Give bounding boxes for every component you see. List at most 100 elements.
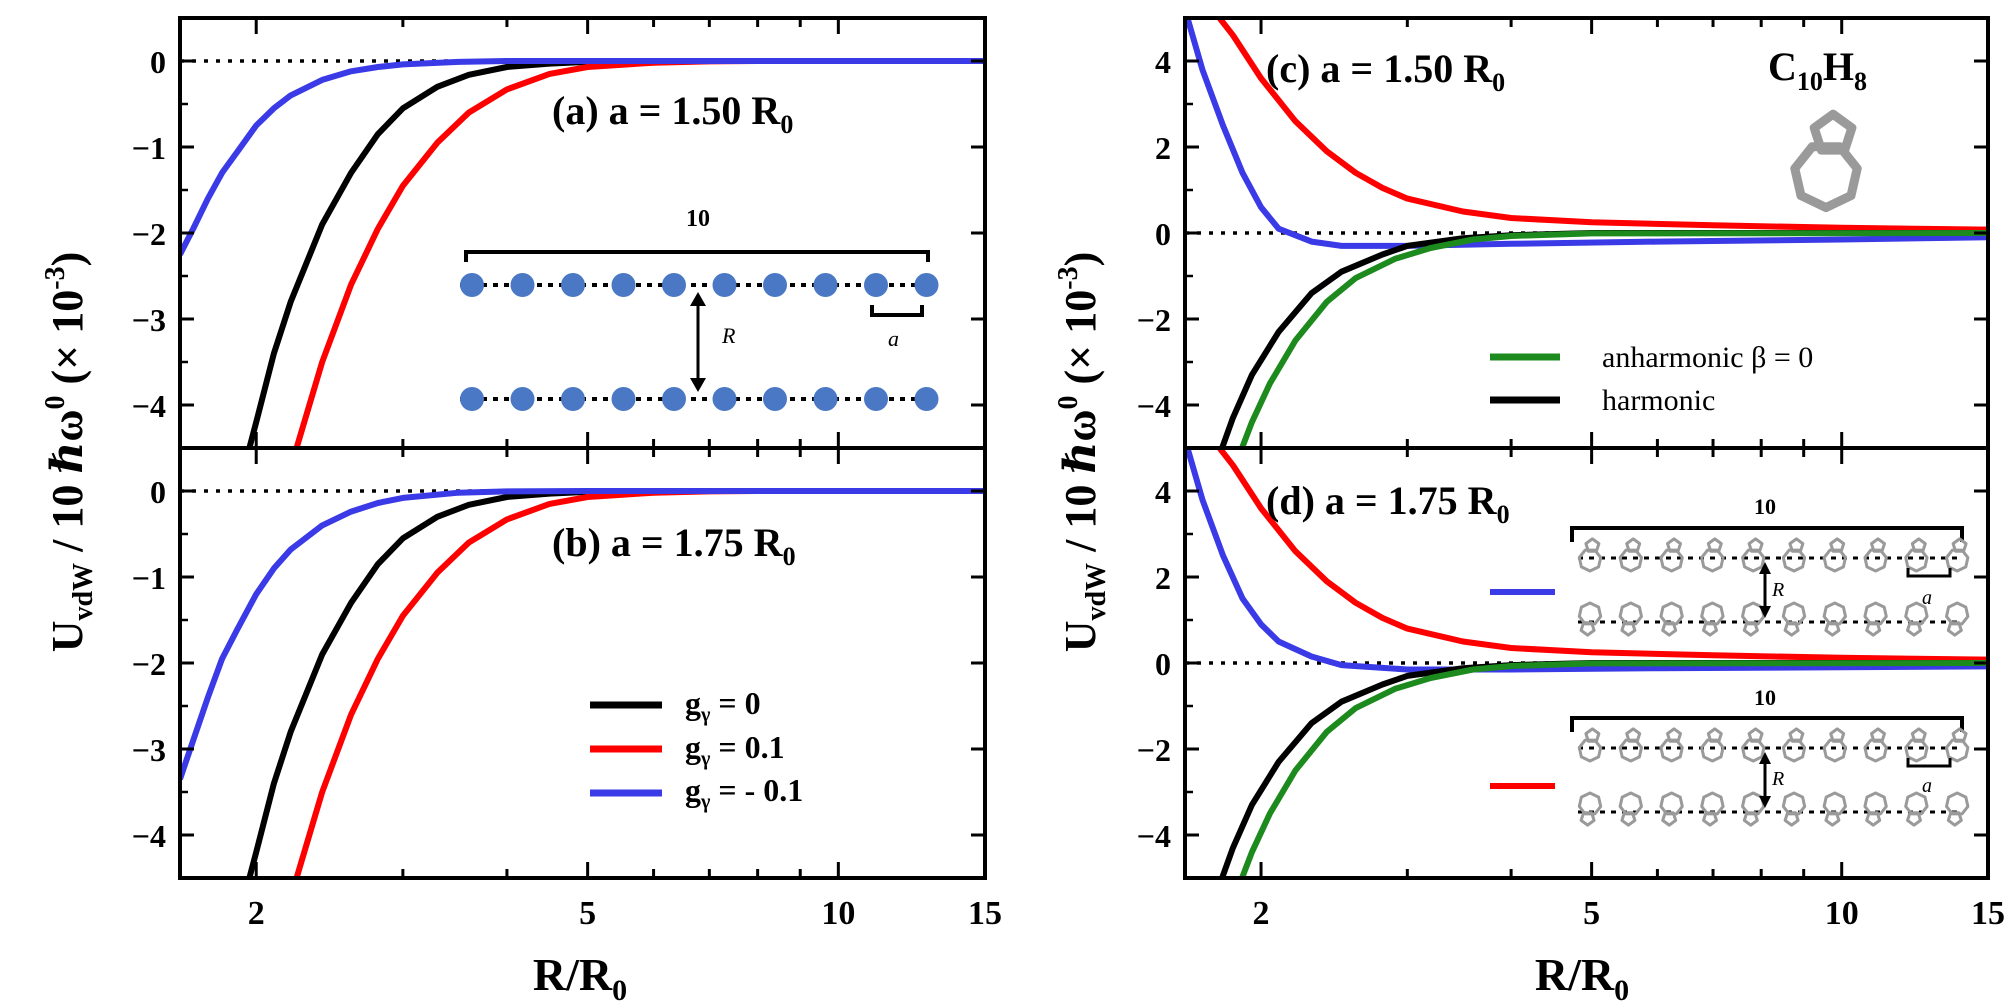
- d-bottom-molecule: [1863, 727, 1888, 763]
- d-bottom-a-label: a: [1922, 775, 1932, 797]
- inset-count-brace: [464, 250, 930, 262]
- d-bottom-count-label: 10: [1754, 685, 1776, 710]
- d-top-molecule-ring7: [1618, 601, 1644, 626]
- panel-d-series-2-line: [1218, 660, 1988, 878]
- d-top-a-label: a: [1922, 587, 1932, 609]
- d-top-molecule: [1863, 537, 1888, 573]
- d-top-r-arrowhead-down: [1759, 606, 1771, 618]
- d-bottom-molecule-ring7: [1945, 738, 1970, 763]
- plots-layer: 0 −1 −2 −3 −4 0 −1 −2 −3 −4 2 5 10 15 4 2 0 −2 −4 4 2 0 −2 −4 2 5…: [132, 16, 2005, 932]
- d-bottom-molecule: [1822, 791, 1848, 827]
- legend-b-item-1-label: gγ = 0.1: [685, 729, 785, 770]
- d-bottom-molecule: [1904, 791, 1929, 827]
- d-top-r-arrowhead-up: [1759, 562, 1771, 574]
- d-top-molecule: [1822, 537, 1847, 573]
- d-bottom-molecule-ring7: [1822, 738, 1847, 763]
- inset-a-brace: [870, 305, 924, 317]
- d-bottom-molecule-ring7: [1618, 791, 1644, 816]
- panel-b-ytick-label-4: −4: [132, 818, 166, 854]
- d-bottom-molecule-ring5: [1742, 811, 1759, 827]
- d-top-molecule-ring5: [1824, 621, 1841, 637]
- d-bottom-molecule-ring7: [1659, 791, 1684, 816]
- d-top-molecule-ring7: [1741, 548, 1766, 573]
- panel-d-ytick-label-4: −4: [1137, 818, 1171, 854]
- d-top-a-brace: [1906, 568, 1952, 578]
- panel-b-xtick-label-2: 10: [821, 895, 855, 932]
- d-top-molecule-ring5: [1783, 621, 1800, 637]
- panel-d: 4 2 0 −2 −4 2 5 10 15: [1137, 446, 2005, 932]
- inset-atom-dot: [813, 273, 838, 297]
- molecule-formula: C10H8: [1768, 44, 1867, 96]
- d-top-molecule-ring7: [1577, 601, 1603, 626]
- d-top-molecule: [1659, 537, 1684, 573]
- d-bottom-molecule: [1659, 791, 1684, 827]
- panel-d-series-0-line: [1215, 448, 1988, 663]
- panel-c-ytick-label-1: 2: [1155, 130, 1171, 166]
- azulene-big: [1790, 109, 1862, 213]
- d-bottom-molecule: [1904, 727, 1929, 763]
- d-top-molecule-ring5: [1620, 621, 1637, 637]
- inset-atom-dot: [460, 387, 484, 411]
- d-top-molecule-ring7: [1822, 601, 1848, 626]
- d-top-molecule: [1700, 601, 1725, 637]
- d-bottom-molecule-ring7: [1904, 738, 1929, 763]
- panel-b: 0 −1 −2 −3 −4 2 5 10 15: [132, 446, 1002, 932]
- d-bottom-molecule-ring5: [1865, 811, 1882, 827]
- d-top-molecule-ring5: [1661, 621, 1678, 637]
- d-top-molecule-ring7: [1781, 601, 1807, 626]
- inset-atom-dot: [864, 387, 888, 411]
- panel-a-ytick-label-4: −4: [132, 388, 166, 424]
- panel-c-ytick-label-3: −2: [1137, 302, 1171, 338]
- panel-b-xtick-label-3: 15: [968, 895, 1002, 932]
- d-top-molecule-ring5: [1706, 537, 1723, 553]
- d-top-molecule: [1904, 601, 1929, 637]
- d-top-molecule: [1904, 537, 1929, 573]
- panel-c-ytick-label-2: 0: [1155, 216, 1171, 252]
- d-bottom-molecule-ring7: [1700, 791, 1725, 816]
- d-bottom-molecule-ring5: [1625, 727, 1642, 743]
- panel-c-series-0-line: [1215, 18, 1988, 233]
- d-top-molecule-ring5: [1951, 537, 1968, 553]
- panel-d-xtick-label-1: 5: [1583, 895, 1600, 932]
- inset-atom-dot: [662, 273, 686, 297]
- d-top-molecule-ring7: [1944, 601, 1970, 626]
- d-bottom-molecule-ring7: [1659, 738, 1684, 763]
- panel-c-ytick-label-4: −4: [1137, 388, 1171, 424]
- d-top-molecule-ring5: [1788, 537, 1805, 553]
- d-top-molecule: [1577, 601, 1603, 637]
- d-bottom-molecule-ring5: [1824, 811, 1841, 827]
- d-bottom-molecule-ring7: [1863, 791, 1888, 816]
- d-bottom-molecule-ring5: [1783, 811, 1800, 827]
- inset-atom-dot: [611, 387, 636, 411]
- d-bottom-molecule: [1618, 727, 1643, 763]
- right-y-axis-label: UvdW / 10 ℏω0 (× 10-3): [1053, 252, 1112, 652]
- d-top-molecule: [1740, 601, 1766, 637]
- d-bottom-molecule: [1863, 791, 1888, 827]
- d-top-molecule: [1822, 601, 1848, 637]
- d-bottom-molecule-ring7: [1863, 738, 1888, 763]
- d-top-molecule-ring7: [1659, 601, 1684, 626]
- d-bottom-molecule: [1944, 791, 1970, 827]
- d-top-molecule-ring5: [1870, 537, 1886, 553]
- inset-atom-dot: [712, 387, 737, 411]
- d-bottom-molecule-ring5: [1910, 727, 1927, 743]
- d-bottom-a-brace: [1906, 758, 1952, 768]
- d-bottom-molecule: [1822, 727, 1847, 763]
- d-bottom-r-label: R: [1771, 768, 1784, 790]
- d-top-molecule-ring5: [1579, 621, 1596, 637]
- d-top-molecule-ring7: [1945, 548, 1970, 573]
- panel-d-ytick-label-3: −2: [1137, 732, 1171, 768]
- d-bottom-molecule-ring5: [1666, 727, 1682, 743]
- panel-a-title: (a) a = 1.50 R0: [552, 88, 793, 139]
- d-bottom-count-brace: [1570, 716, 1964, 732]
- azulene-molecule-icon: [1790, 109, 1862, 213]
- d-top-molecule: [1781, 601, 1807, 637]
- d-bottom-molecule: [1700, 791, 1725, 827]
- legend-b-item-0-label: gγ = 0: [685, 685, 761, 726]
- d-bottom-molecule-ring7: [1740, 791, 1766, 816]
- panel-d-xtick-label-2: 10: [1825, 895, 1859, 932]
- d-bottom-molecule-ring5: [1661, 811, 1678, 827]
- panel-b-series-2-line: [180, 488, 985, 781]
- d-bottom-molecule-ring7: [1577, 738, 1603, 763]
